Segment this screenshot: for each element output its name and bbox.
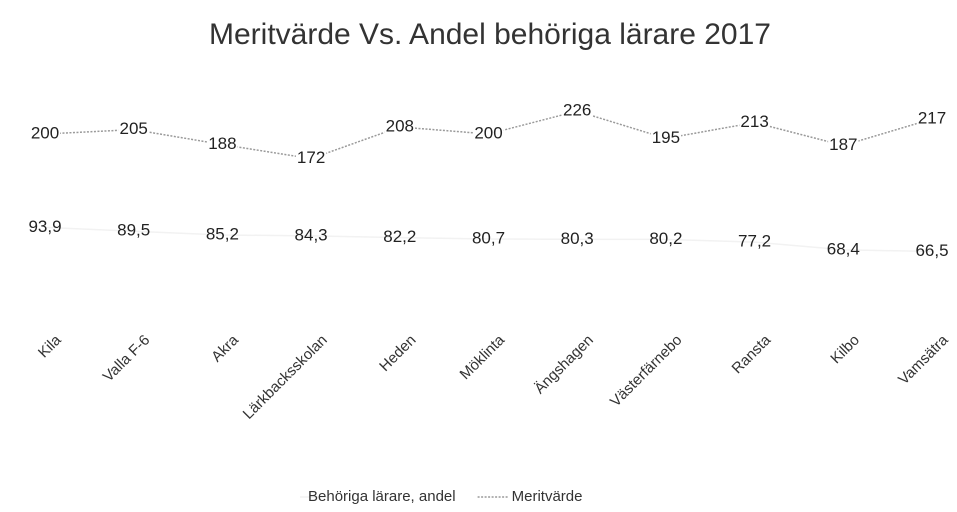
data-label: 77,2 xyxy=(738,232,771,251)
data-label: 188 xyxy=(208,134,236,153)
x-tick-label: Vamsätra xyxy=(895,331,952,388)
data-label: 93,9 xyxy=(28,217,61,236)
data-label-bg xyxy=(562,102,593,118)
data-label: 200 xyxy=(31,123,59,142)
data-label-bg xyxy=(473,125,504,141)
x-tick-label: Västerfärnebo xyxy=(607,332,686,411)
data-label-bg xyxy=(739,114,770,130)
x-tick-label: Ängshagen xyxy=(531,332,597,398)
legend-label: Meritvärde xyxy=(512,488,583,505)
x-tick-label: Lärkbacksskolan xyxy=(240,332,331,423)
x-tick-label: Kila xyxy=(35,331,65,361)
data-label: 80,7 xyxy=(472,228,505,247)
x-tick-label: Valla F-6 xyxy=(100,332,154,386)
data-label: 200 xyxy=(474,123,502,142)
x-tick-label: Heden xyxy=(376,332,419,375)
data-label: 226 xyxy=(563,101,591,120)
x-tick-label: Kilbo xyxy=(827,332,863,368)
data-label-bg xyxy=(118,121,149,137)
data-label: 82,2 xyxy=(383,227,416,246)
data-label: 187 xyxy=(829,135,857,154)
data-label-bg xyxy=(384,118,415,134)
data-label: 89,5 xyxy=(117,221,150,240)
data-label-bg xyxy=(29,125,61,141)
data-label: 205 xyxy=(120,119,148,138)
data-label: 66,5 xyxy=(915,241,948,260)
data-label: 68,4 xyxy=(827,239,860,258)
data-label-bg xyxy=(916,110,948,126)
chart-title: Meritvärde Vs. Andel behöriga lärare 201… xyxy=(209,18,771,51)
data-label-bg xyxy=(828,136,859,152)
data-label: 80,3 xyxy=(561,229,594,248)
x-tick-label: Möklinta xyxy=(457,331,509,383)
data-label: 80,2 xyxy=(649,229,682,248)
series-line xyxy=(44,226,933,253)
data-label: 195 xyxy=(652,128,680,147)
data-label-bg xyxy=(650,129,682,145)
data-label: 217 xyxy=(918,109,946,128)
data-label-bg xyxy=(207,136,238,152)
data-label: 172 xyxy=(297,148,325,167)
data-label-bg xyxy=(295,150,327,166)
data-label: 213 xyxy=(740,112,768,131)
data-label: 208 xyxy=(386,116,414,135)
data-label: 85,2 xyxy=(206,225,239,244)
data-label: 84,3 xyxy=(295,225,328,244)
x-tick-label: Akra xyxy=(208,331,242,365)
legend-label: Behöriga lärare, andel xyxy=(308,488,456,505)
x-tick-label: Ransta xyxy=(729,331,775,377)
